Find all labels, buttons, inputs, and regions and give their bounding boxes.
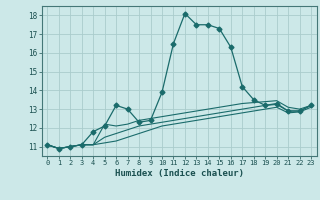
X-axis label: Humidex (Indice chaleur): Humidex (Indice chaleur) — [115, 169, 244, 178]
